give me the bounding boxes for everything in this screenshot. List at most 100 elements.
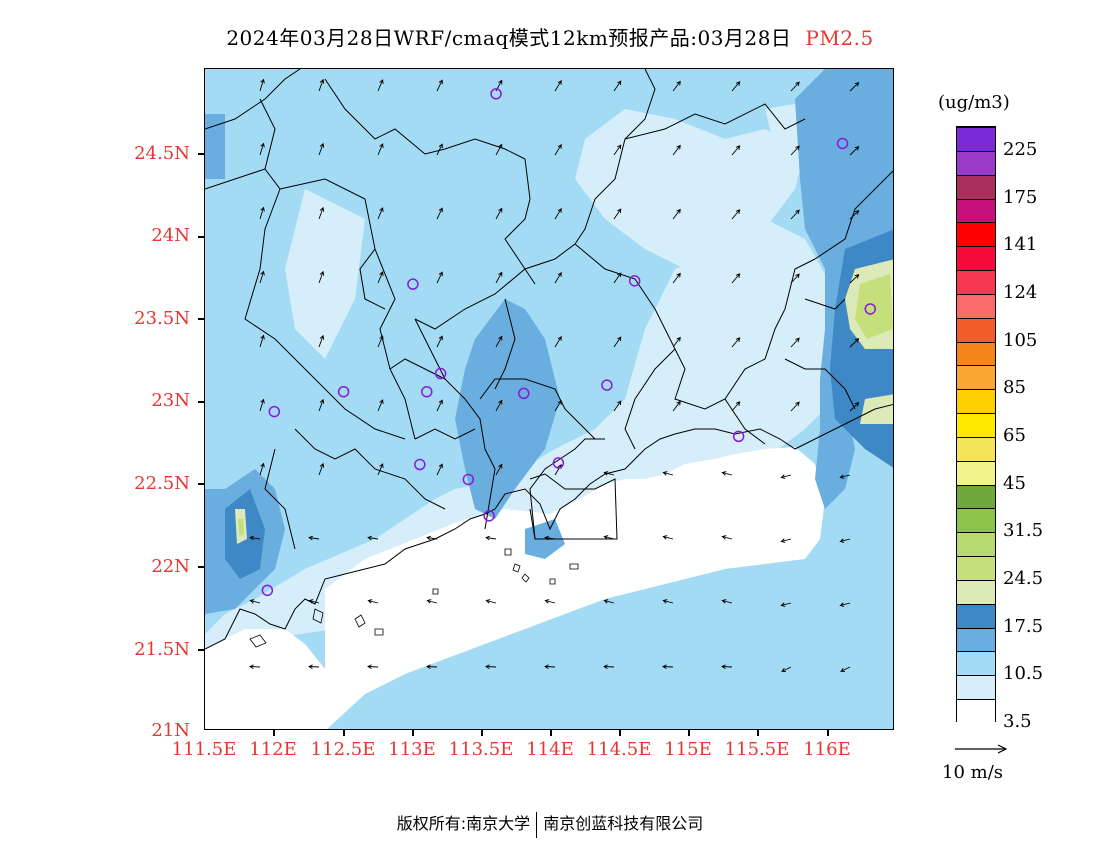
boundary-line — [529, 438, 605, 540]
islands — [249, 548, 579, 648]
station-marker — [414, 458, 426, 471]
wind-arrow — [672, 208, 681, 220]
lat-label-23: 23N — [151, 390, 190, 411]
field-light-zone-2 — [575, 109, 805, 269]
wind-arrow — [672, 336, 681, 348]
wind-arrow — [603, 471, 615, 476]
lat-tick — [198, 566, 204, 568]
lon-tick — [550, 730, 552, 736]
wind-arrow — [495, 463, 503, 476]
lon-tick — [412, 730, 414, 736]
color-bar-segment — [957, 198, 995, 223]
legend-label: 31.5 — [1003, 520, 1044, 542]
lat-tick — [198, 483, 204, 485]
wind-arrow — [318, 270, 325, 284]
legend-label: 17.5 — [1003, 615, 1044, 637]
wind-arrow — [780, 538, 792, 543]
legend-label: 24.5 — [1003, 567, 1044, 589]
wind-arrow — [613, 336, 622, 348]
island — [354, 614, 366, 628]
station-marker — [552, 457, 565, 469]
wind-arrow — [554, 399, 562, 412]
boundary-line — [244, 318, 406, 440]
title-species: PM2.5 — [805, 26, 874, 50]
field-green-zone-2 — [238, 519, 244, 536]
wind-arrow — [318, 142, 325, 156]
lon-tick — [688, 730, 690, 736]
pm25-map — [204, 68, 894, 730]
color-bar-segment — [957, 293, 995, 318]
wind-arrow — [308, 535, 320, 541]
wind-arrow — [367, 664, 379, 669]
field-light-zone-3 — [285, 189, 365, 359]
color-bar-segment — [957, 150, 995, 175]
wind-arrow — [790, 401, 800, 412]
color-bar-segment — [957, 699, 995, 723]
wind-arrow — [259, 334, 265, 348]
legend-label: 45 — [1003, 472, 1026, 494]
wind-arrow — [259, 78, 265, 92]
station-markers — [261, 88, 877, 597]
wind-arrow — [790, 145, 800, 156]
island — [512, 563, 521, 573]
wind-arrow — [839, 602, 851, 607]
admin-boundaries — [205, 69, 893, 550]
coastline — [205, 403, 893, 650]
lon-label-113: 113E — [388, 739, 436, 760]
wind-arrow — [839, 538, 851, 543]
field-sea-clean-west — [205, 629, 325, 729]
wind-arrow — [377, 463, 384, 476]
color-bar-segment — [957, 651, 995, 676]
wind-arrow — [485, 664, 497, 669]
wind-arrow — [849, 337, 860, 348]
wind-arrow — [367, 599, 379, 604]
station-marker — [864, 303, 877, 315]
wind-arrow — [308, 664, 320, 669]
wind-arrow — [721, 599, 733, 604]
lat-tick — [198, 401, 204, 403]
color-bar-segment — [957, 484, 995, 509]
color-bar-segment — [957, 556, 995, 580]
wind-arrow — [259, 142, 265, 156]
lon-label-114: 114E — [526, 739, 574, 760]
lon-tick — [343, 730, 345, 736]
wind-arrow — [731, 273, 741, 284]
boundary-line — [479, 378, 596, 440]
wind-arrow — [544, 599, 556, 604]
legend-label: 124 — [1003, 281, 1038, 303]
copyright-separator — [536, 811, 538, 838]
wind-arrow — [731, 145, 741, 156]
lon-label-115: 115E — [664, 739, 712, 760]
wind-arrow — [672, 400, 681, 412]
lat-label-21-5: 21.5N — [134, 639, 190, 660]
wind-vectors — [249, 78, 860, 672]
station-marker — [490, 88, 502, 100]
station-marker — [421, 385, 433, 398]
wind-arrow — [554, 271, 562, 284]
wind-arrow — [436, 335, 443, 348]
copyright-right: 南京创蓝科技有限公司 — [543, 814, 704, 833]
wind-arrow — [672, 80, 681, 92]
wind-arrow — [318, 206, 325, 220]
title-main: 2024年03月28日WRF/cmaq模式12km预报产品:03月28日 — [226, 26, 792, 50]
wind-arrow — [662, 471, 674, 476]
station-marker — [483, 510, 495, 522]
boundary-line — [784, 358, 856, 410]
wind-arrow — [731, 401, 741, 412]
wind-arrow — [249, 535, 261, 541]
wind-arrow — [318, 78, 325, 92]
boundary-line — [494, 298, 516, 390]
legend-label: 141 — [1003, 234, 1038, 256]
boundary-line — [324, 78, 536, 285]
station-marker — [628, 275, 641, 287]
boundary-line — [814, 170, 893, 260]
wind-arrow — [259, 270, 265, 284]
wind-arrow — [613, 400, 622, 412]
boundary-line — [574, 243, 816, 410]
wind-arrow — [849, 81, 860, 92]
wind-arrow — [436, 463, 443, 476]
wind-arrow — [662, 599, 674, 604]
lon-label-113-5: 113.5E — [448, 739, 514, 760]
wind-arrow — [790, 273, 800, 284]
color-bar-segment — [957, 675, 995, 700]
